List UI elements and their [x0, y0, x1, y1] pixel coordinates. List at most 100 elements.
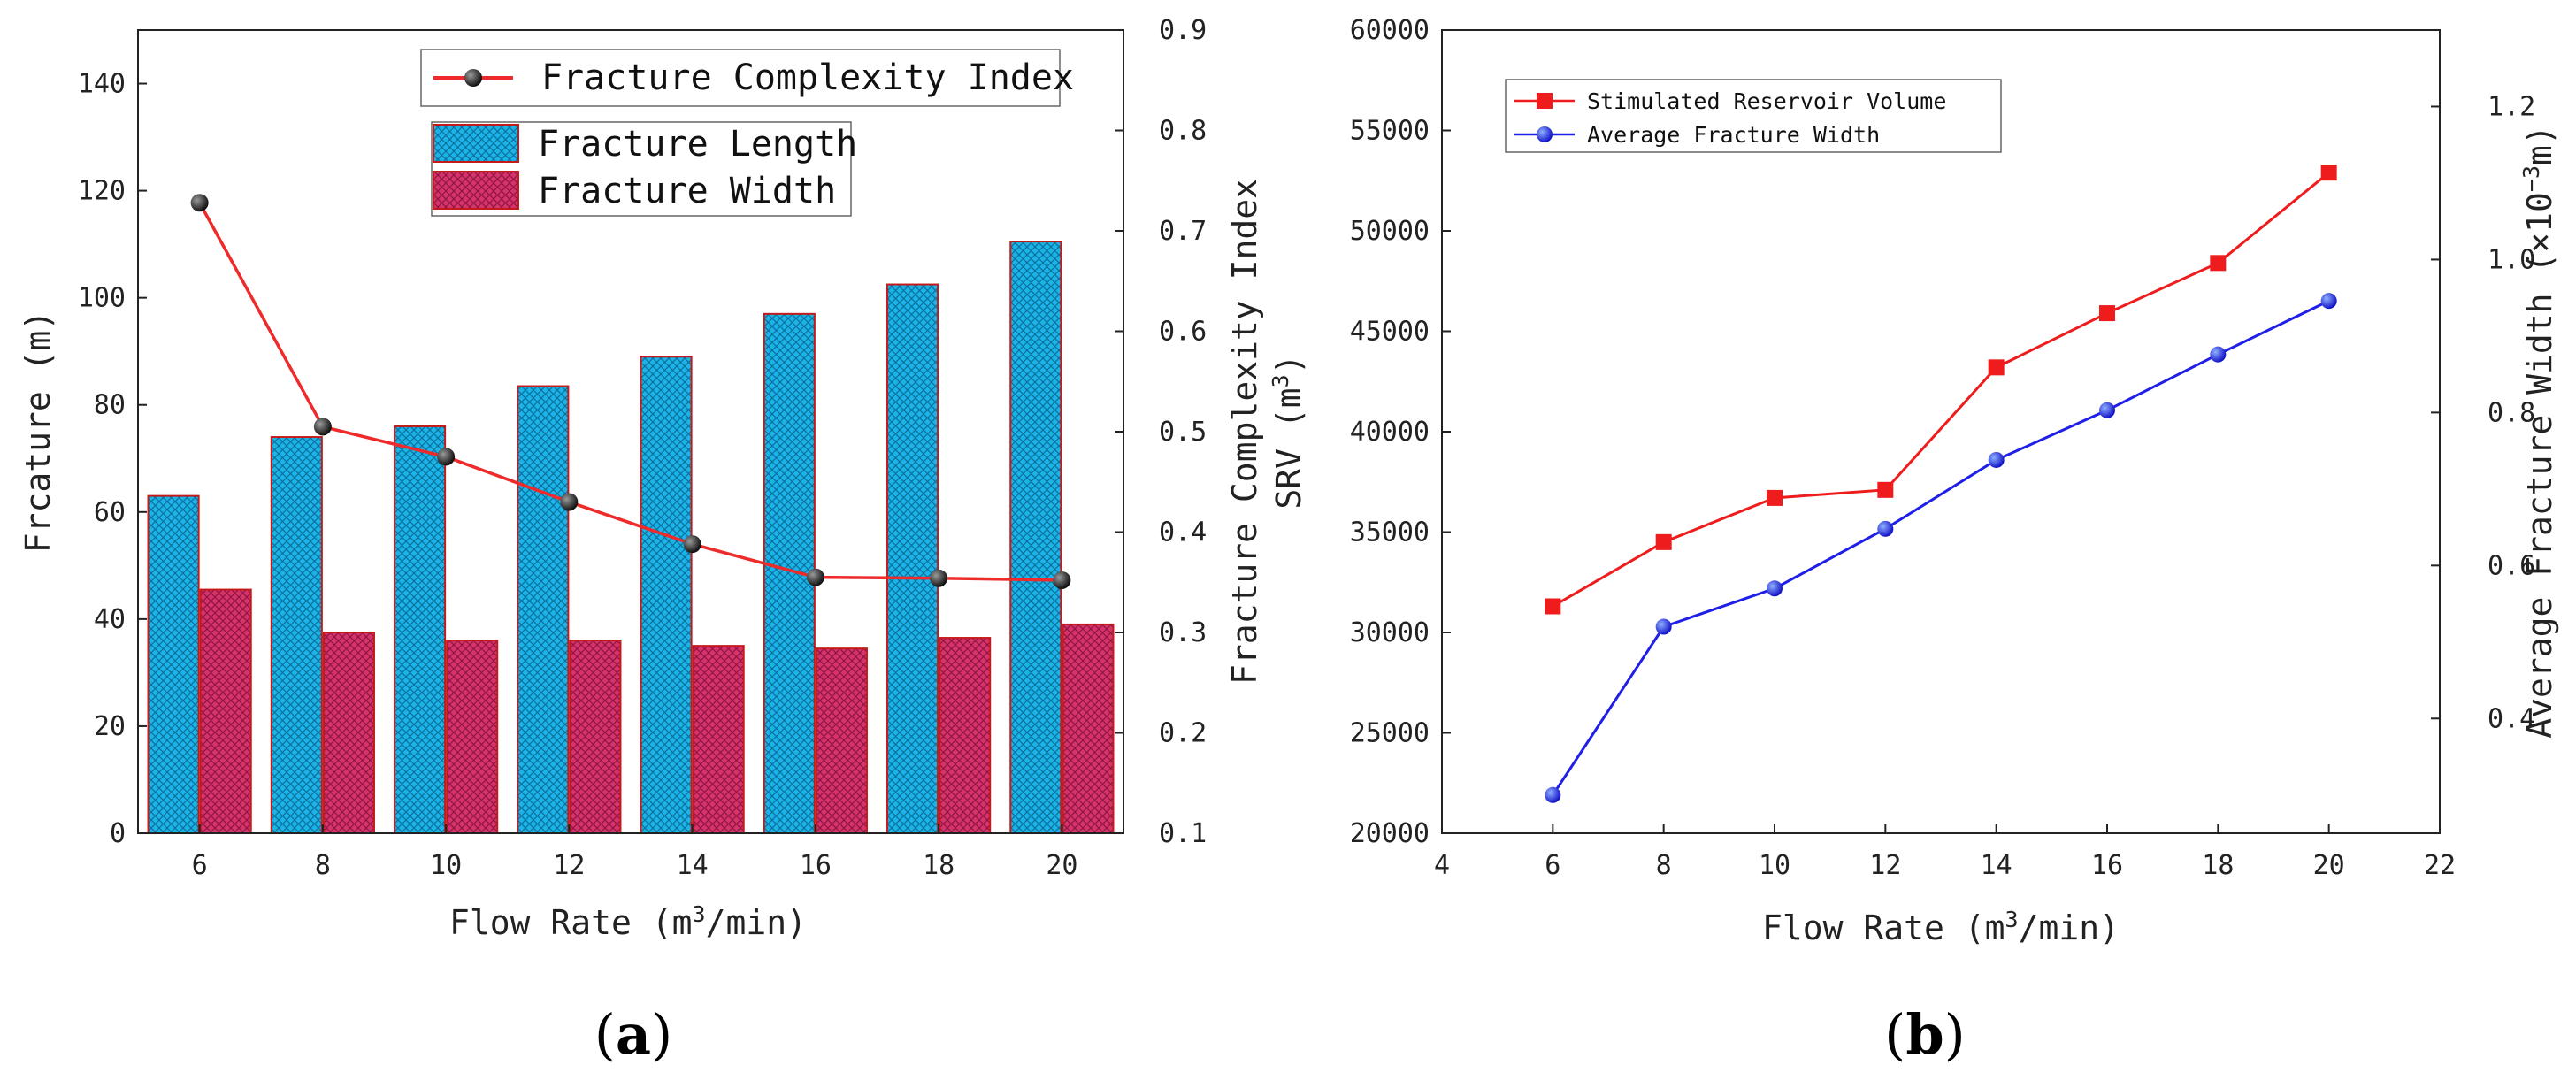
avg-width-point	[1988, 451, 2005, 468]
legend-avg-width-label: Average Fracture Width	[1587, 122, 1880, 148]
srv-point	[1545, 598, 1561, 615]
a-ytick-label: 120	[78, 176, 126, 207]
a-y2tick-label: 0.7	[1159, 216, 1207, 247]
fracture-width-bar	[815, 647, 868, 834]
legend-complexity-label: Fracture Complexity Index	[541, 57, 1074, 98]
avg-width-point	[2320, 293, 2337, 310]
panel-a-right-axis: 0.1 0.2 0.3 0.4 0.5 0.6 0.7 0.8 0.9	[1115, 15, 1207, 849]
b-y2tick-label: 1.0	[2488, 244, 2535, 275]
panel-b-series	[1545, 165, 2337, 803]
a-xtick-label: 6	[192, 850, 208, 881]
fracture-width-bar	[199, 588, 252, 834]
fracture-length-bar	[394, 425, 447, 834]
a-ytick-label: 80	[94, 390, 126, 421]
b-ytick-label: 20000	[1350, 818, 1430, 849]
panel-b-right-axis: 0.4 0.6 0.8 1.0 1.2	[2431, 91, 2535, 734]
b-xtick-label: 22	[2424, 850, 2456, 881]
fracture-length-bar	[640, 356, 693, 834]
b-y2tick-label: 0.8	[2488, 397, 2535, 428]
a-y2tick-label: 0.4	[1159, 517, 1207, 548]
a-y2tick-label: 0.5	[1159, 417, 1207, 448]
a-ytick-label: 20	[94, 711, 126, 742]
srv-point	[1988, 359, 2005, 376]
a-ytick-label: 140	[78, 69, 126, 100]
complexity-index-point	[930, 569, 948, 587]
avg-width-line	[1552, 299, 2330, 796]
fracture-length-bar	[886, 283, 939, 834]
complexity-index-point	[1053, 571, 1071, 589]
panel-b-caption: (b)	[1884, 1002, 1966, 1067]
a-y2tick-label: 0.3	[1159, 617, 1207, 648]
fracture-width-bar	[939, 637, 992, 835]
b-y2tick-label: 0.6	[2488, 550, 2535, 581]
panel-a-caption: (a)	[594, 1002, 673, 1067]
a-xtick-label: 10	[430, 850, 462, 881]
b-ytick-label: 50000	[1350, 216, 1430, 247]
legend-b-box	[1505, 79, 2002, 153]
a-ytick-label: 40	[94, 604, 126, 635]
b-ytick-label: 25000	[1350, 718, 1430, 749]
legend-length-swatch	[433, 124, 519, 163]
b-ytick-label: 60000	[1350, 15, 1430, 46]
srv-point	[2099, 305, 2115, 322]
a-y2tick-label: 0.1	[1159, 818, 1207, 849]
fracture-width-bar	[322, 632, 375, 834]
panel-a-complexity-line	[190, 194, 1071, 589]
srv-point	[2210, 255, 2227, 272]
b-xtick-label: 8	[1656, 850, 1672, 881]
legend-width-label: Fracture Width	[538, 171, 836, 211]
panel-a-x-axis-title: Flow Rate (m3/min)	[449, 901, 807, 942]
srv-line	[1552, 172, 2330, 608]
panel-b-y-axis-title: SRV (m3)	[1268, 354, 1308, 509]
panel-b: 20000 25000 30000 35000 40000 45000 50000 55000…	[1268, 15, 2559, 1067]
avg-width-point	[1767, 580, 1782, 597]
a-xtick-label: 20	[1046, 850, 1077, 881]
a-y2tick-label: 0.8	[1159, 116, 1207, 147]
fracture-width-bar	[446, 640, 499, 835]
legend-width-swatch	[433, 171, 519, 210]
avg-width-point	[1545, 786, 1561, 803]
fracture-width-bar	[569, 640, 622, 835]
fracture-length-bar	[147, 494, 200, 834]
complexity-index-point	[313, 418, 332, 436]
legend-complexity-marker	[464, 69, 482, 87]
srv-point	[1655, 533, 1672, 550]
panel-b-x-axis: 4 6 8 10 12 14 16 18 20 22	[1434, 824, 2456, 881]
b-xtick-label: 4	[1434, 850, 1450, 881]
legend-length-label: Fracture Length	[538, 124, 857, 165]
a-ytick-label: 100	[78, 283, 126, 314]
panel-b-y2-axis-title: Average Fracture Width (×10−3m)	[2518, 125, 2559, 739]
complexity-index-point	[560, 493, 579, 511]
b-xtick-label: 6	[1545, 850, 1560, 881]
a-y2tick-label: 0.9	[1159, 15, 1207, 46]
srv-point	[2320, 165, 2337, 181]
legend-avg-width-marker	[1537, 126, 1552, 142]
legend-srv-label: Stimulated Reservoir Volume	[1587, 88, 1946, 114]
panel-b-legend: Stimulated Reservoir Volume Average Frac…	[1505, 79, 2002, 153]
complexity-index-point	[806, 568, 824, 586]
b-ytick-label: 55000	[1350, 116, 1430, 147]
panel-a-left-axis: 0 20 40 60 80 100 120 140	[78, 69, 147, 849]
a-y2tick-label: 0.2	[1159, 718, 1207, 749]
complexity-index-line	[198, 202, 1062, 582]
avg-width-point	[2099, 402, 2115, 418]
fracture-length-bar	[270, 436, 323, 834]
complexity-index-point	[437, 448, 456, 466]
srv-point	[1767, 489, 1782, 506]
srv-point	[1877, 481, 1894, 498]
a-ytick-label: 0	[110, 818, 126, 849]
panel-a-legend: Fracture Complexity Index Fracture Lengt…	[420, 49, 1074, 217]
a-xtick-label: 8	[315, 850, 331, 881]
b-ytick-label: 40000	[1350, 417, 1430, 448]
a-ytick-label: 60	[94, 497, 126, 528]
avg-width-point	[1655, 618, 1672, 635]
fracture-width-bar	[1062, 623, 1115, 834]
b-xtick-label: 16	[2091, 850, 2123, 881]
legend-srv-marker	[1537, 93, 1552, 109]
b-xtick-label: 10	[1759, 850, 1790, 881]
panel-a: 0 20 40 60 80 100 120 140 0.1 0.2 0.3 0.4 0.5 0.6 0.7…	[19, 15, 1264, 1067]
b-ytick-label: 35000	[1350, 517, 1430, 548]
a-xtick-label: 18	[923, 850, 954, 881]
b-y2tick-label: 0.4	[2488, 703, 2535, 734]
